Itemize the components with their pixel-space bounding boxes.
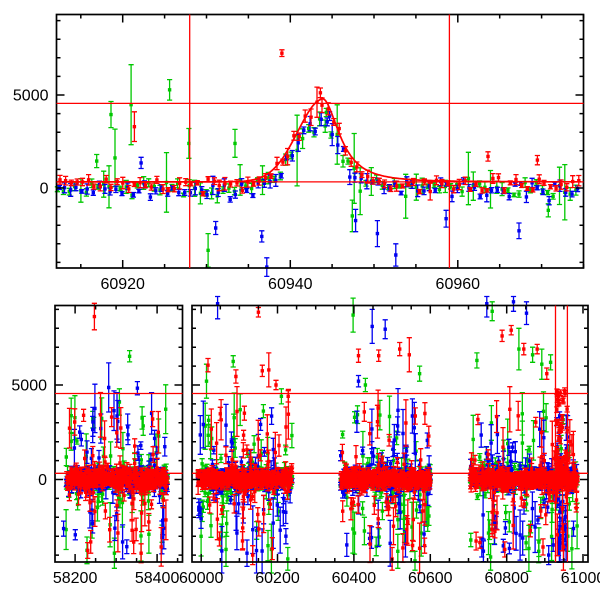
x-tick-label: 60600 <box>408 570 453 587</box>
x-tick-label: 60800 <box>484 570 529 587</box>
x-tick-label: 58400 <box>135 570 180 587</box>
y-tick-label: 5000 <box>11 378 47 395</box>
x-tick-label: 60000 <box>179 570 224 587</box>
x-tick-label: 60940 <box>268 276 313 293</box>
axis-ticks <box>56 14 585 268</box>
y-tick-label: 0 <box>40 181 49 198</box>
x-tick-label: 60920 <box>100 276 145 293</box>
x-tick-label: 60200 <box>255 570 300 587</box>
markers-blue <box>61 300 579 557</box>
y-tick-label: 0 <box>38 472 47 489</box>
y-tick-label: 5000 <box>13 88 49 105</box>
model-curve <box>57 97 581 183</box>
axis-box <box>54 304 184 563</box>
axis-ticks <box>55 305 588 562</box>
x-tick-label: 60960 <box>436 276 481 293</box>
markers-blue <box>57 114 580 269</box>
x-tick-label: 58200 <box>53 570 98 587</box>
axis-box <box>191 304 589 563</box>
x-tick-label: 60400 <box>332 570 377 587</box>
error-bars-blue <box>56 110 581 278</box>
axis-box <box>55 13 585 269</box>
